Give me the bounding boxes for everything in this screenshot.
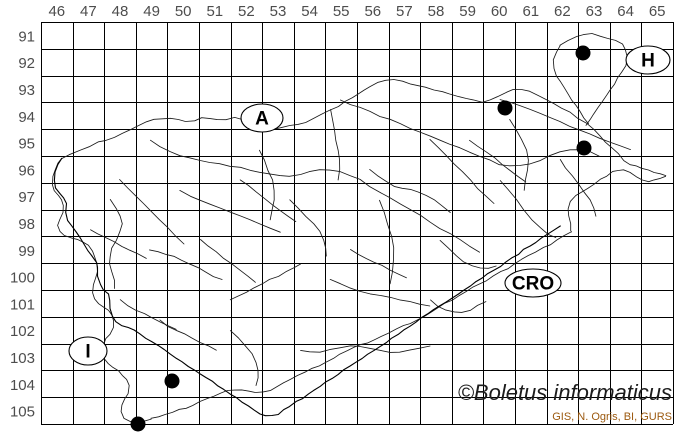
x-axis-tick-label: 62 [554,3,571,20]
x-axis-tick-label: 54 [301,3,318,20]
x-axis-tick-label: 58 [428,3,445,20]
country-label-text: A [255,109,269,130]
western-border-italy [51,157,152,423]
copyright-label: ©Boletus informaticus [458,380,672,405]
occurrence-dot [130,416,146,432]
region-line-k [229,330,259,386]
x-axis-tick-label: 50 [175,3,192,20]
y-axis-tick-label: 96 [18,162,35,179]
x-axis-labels: 46 47 48 49 50 51 52 53 54 55 56 57 58 59 60 61 62 63 64 65 [48,3,665,20]
y-axis-tick-label: 103 [10,350,35,367]
region-line-n [559,159,597,217]
country-label-austria: A [240,103,284,133]
x-axis-tick-label: 57 [396,3,413,20]
country-label-ellipse [625,45,671,75]
occurrence-dot [576,140,592,156]
ljubljanica-river [229,263,302,301]
occurrence-points [130,45,592,432]
x-axis-tick-label: 49 [143,3,160,20]
y-axis-tick-label: 102 [10,323,35,340]
region-line-e [258,149,275,221]
mura-river [499,99,631,151]
region-line-o [90,229,147,259]
region-line-s [350,249,407,279]
geography-outlines [51,33,667,423]
country-label-italy: I [68,336,108,366]
x-axis-tick-label: 51 [206,3,223,20]
y-axis-labels: 91 92 93 94 95 96 97 98 99 100 101 102 103 104 105 [10,28,35,420]
krka-river [329,278,431,307]
country-label-text: CRO [512,274,554,295]
y-axis-tick-label: 100 [10,270,35,287]
country-label-ellipse [240,103,284,133]
country-label-hungary: H [625,45,671,75]
country-label-ellipse [68,336,108,366]
country-label-croatia: CRO [504,268,562,298]
y-axis-tick-label: 101 [10,296,35,313]
x-axis-tick-label: 53 [270,3,287,20]
country-label-text: H [641,51,655,72]
y-axis-tick-label: 94 [18,109,35,126]
occurrence-dot [575,45,591,61]
region-line-b [119,179,185,245]
region-line-q [469,139,527,183]
x-axis-tick-label: 61 [522,3,539,20]
northern-border-alps [61,79,667,177]
mura-river-west-bank [552,45,589,125]
x-axis-tick-label: 64 [617,3,634,20]
y-axis-tick-label: 91 [18,28,35,45]
soca-river [109,199,123,289]
region-line-i [439,239,497,269]
region-line-c [429,138,495,204]
x-axis-tick-label: 60 [491,3,508,20]
kolpa-river [300,345,431,353]
x-axis-tick-label: 47 [80,3,97,20]
sava-river [149,139,481,253]
region-line-r [119,299,177,330]
y-axis-tick-label: 104 [10,377,35,394]
y-axis-tick-label: 97 [18,189,35,206]
y-axis-tick-label: 93 [18,82,35,99]
attribution-label: GIS, N. Ogris, BI, GURS [552,411,672,423]
x-axis-tick-label: 59 [459,3,476,20]
x-axis-tick-label: 56 [364,3,381,20]
x-axis-tick-label: 63 [586,3,603,20]
region-line-j [159,319,217,351]
y-axis-tick-label: 95 [18,136,35,153]
y-axis-tick-label: 105 [10,404,35,421]
y-axis-tick-label: 98 [18,216,35,233]
y-axis-tick-label: 92 [18,55,35,72]
slovenia-outline [53,157,561,417]
grid-lines [41,22,674,425]
region-line-m [509,119,529,191]
region-line-a [179,189,281,233]
region-line-h [379,199,395,285]
country-label-text: I [85,342,90,363]
occurrence-dot [164,373,180,389]
drava-river [339,99,600,167]
x-axis-tick-label: 65 [649,3,666,20]
region-line-d [499,180,557,238]
southern-border-croatia [150,231,571,419]
savinja-river [369,168,451,213]
country-label-ellipse [504,268,562,298]
x-axis-tick-label: 46 [48,3,65,20]
x-axis-tick-label: 48 [112,3,129,20]
region-line-f [330,109,341,181]
region-line-p [289,199,327,257]
region-line-t [239,179,297,223]
x-axis-tick-label: 52 [238,3,255,20]
x-axis-tick-label: 55 [333,3,350,20]
region-line-g [200,239,256,283]
occurrence-dot [497,100,513,116]
eastern-border-hungary [567,169,667,233]
country-labels: A H CRO I [68,45,671,366]
y-axis-tick-label: 99 [18,243,35,260]
idrijca-river [149,249,223,280]
coastline-and-rivers [51,33,667,423]
